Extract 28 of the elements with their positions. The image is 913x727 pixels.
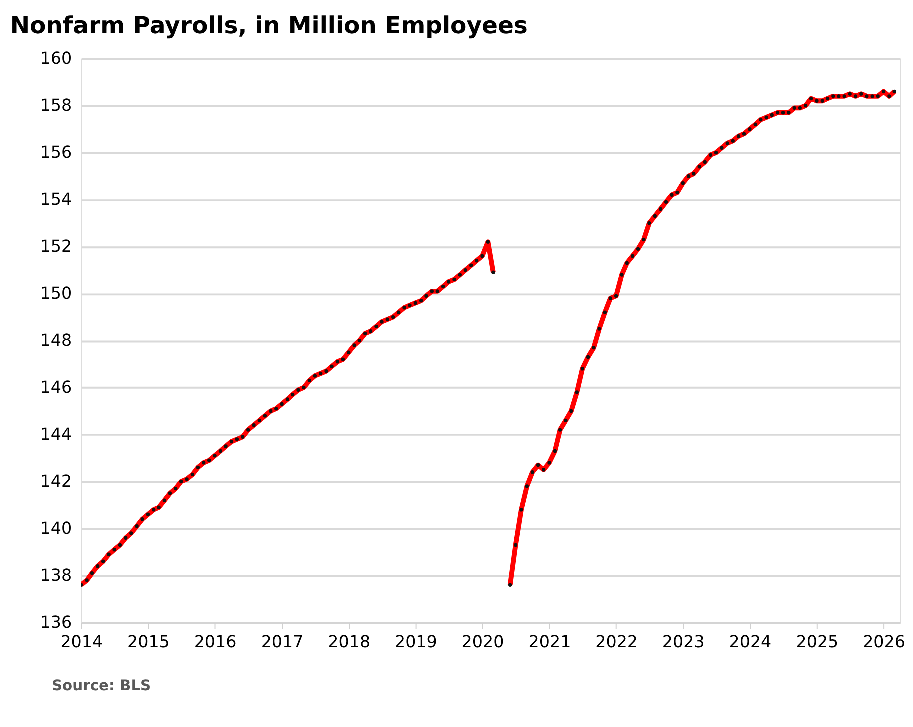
y-tick-label: 144	[40, 425, 72, 444]
y-tick-label: 152	[40, 237, 72, 256]
y-tick-label: 160	[40, 49, 72, 68]
y-tick-label: 150	[40, 284, 72, 304]
y-tick-label: 138	[40, 566, 72, 586]
x-tick-label: 2016	[194, 632, 237, 652]
x-tick-label: 2022	[596, 632, 638, 652]
source-note: Source: BLS	[52, 677, 152, 694]
x-tick-label: 2015	[128, 632, 170, 652]
x-tick-label: 2024	[729, 632, 772, 652]
x-tick-label: 2026	[863, 632, 906, 652]
x-tick-label: 2021	[528, 632, 572, 652]
y-tick-label: 142	[40, 472, 72, 492]
x-tick-label: 2023	[662, 632, 705, 652]
x-tick-label: 2018	[328, 632, 371, 652]
y-tick-label: 136	[40, 613, 72, 632]
chart-title: Nonfarm Payrolls, in Million Employees	[10, 11, 528, 40]
y-tick-label: 158	[40, 96, 72, 116]
y-tick-label: 146	[40, 378, 72, 398]
y-tick-label: 148	[40, 331, 72, 350]
x-tick-label: 2017	[261, 632, 304, 652]
x-tick-label: 2020	[462, 632, 504, 652]
y-tick-label: 156	[40, 143, 72, 162]
y-tick-label: 140	[40, 519, 72, 538]
x-tick-label: 2014	[60, 632, 104, 652]
x-tick-label: 2025	[796, 632, 839, 652]
x-tick-label: 2019	[394, 632, 438, 652]
y-tick-label: 154	[40, 190, 72, 210]
